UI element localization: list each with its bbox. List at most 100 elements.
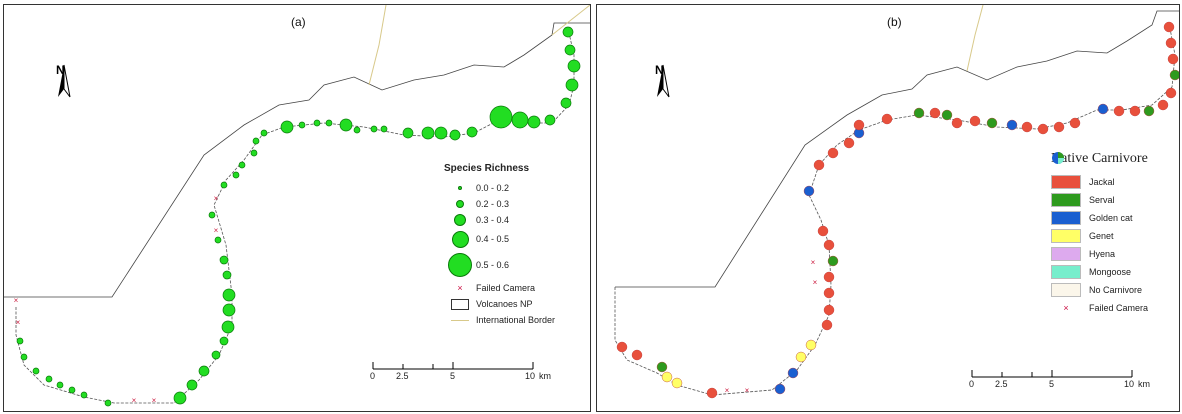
camera-site-dot [208,211,216,219]
carnivore-site-pie [787,367,799,379]
legend-label: Hyena [1089,249,1116,259]
camera-site-dot [339,118,353,132]
carnivore-site-pie [823,304,835,316]
richness-dots: × × × × × × [14,26,581,407]
failed-camera-marker: × [725,386,730,395]
north-arrow-a: N [56,63,71,98]
legend-label: Golden cat [1089,213,1133,223]
camera-site-dot [219,336,229,346]
camera-site-dot [232,171,240,179]
camera-site-dot [544,114,556,126]
legend-failed-camera: × Failed Camera [444,280,555,296]
failed-camera-marker: × [811,258,816,267]
legend-item: Mongoose [1051,263,1148,281]
legend-title-b: Native Carnivore [1051,151,1148,166]
north-arrow-b: N [655,63,670,98]
legend-swatch [1051,175,1081,189]
legend-item: Jackal [1051,173,1148,191]
carnivore-site-pie [929,107,941,119]
failed-camera-marker: × [813,278,818,287]
camera-site-dot [220,181,228,189]
legend-label: Genet [1089,231,1114,241]
carnivore-site-pie [1169,69,1179,81]
camera-site-dot [221,320,235,334]
carnivore-site-pie [1006,119,1018,131]
carnivore-site-pie [1113,105,1125,117]
carnivore-site-pie [986,117,998,129]
camera-site-dot [380,125,388,133]
carnivore-site-pie [671,377,683,389]
failed-camera-marker: × [132,396,137,405]
camera-site-dot [313,119,321,127]
legend-class-3: 0.3 - 0.4 [444,212,555,228]
legend-class-1: 0.0 - 0.2 [444,180,555,196]
carnivore-site-pie [941,109,953,121]
legend-class-2: 0.2 - 0.3 [444,196,555,212]
carnivore-site-pie [803,185,815,197]
carnivore-site-pie [1165,37,1177,49]
camera-site-dot [186,379,198,391]
park-boundary-upper [4,22,590,298]
carnivore-site-pie [1037,123,1049,135]
camera-site-dot [434,126,448,140]
legend-swatch [1051,193,1081,207]
carnivore-site-pie [823,239,835,251]
camera-site-dot [104,399,112,407]
legend-label: No Carnivore [1089,285,1143,295]
panel-label-a: (a) [291,15,306,29]
camera-site-dot [80,391,88,399]
carnivore-site-pie [827,255,839,267]
carnivore-site-pie [656,361,668,373]
legend-swatch [1051,283,1081,297]
carnivore-site-pie [813,159,825,171]
legend-item: No Carnivore [1051,281,1148,299]
camera-site-dot [252,137,260,145]
legend-item: Hyena [1051,245,1148,263]
carnivore-site-pie [1157,99,1169,111]
camera-site-dot [353,126,361,134]
camera-site-dot [68,386,76,394]
camera-site-dot [238,161,246,169]
camera-site-dot [198,365,210,377]
international-border [368,5,387,86]
camera-site-dot [222,288,236,302]
camera-site-dot [325,119,333,127]
legend-item: Golden cat [1051,209,1148,227]
failed-camera-marker: × [16,318,21,327]
carnivore-site-pie [1143,105,1155,117]
camera-site-dot [211,350,221,360]
international-border-east [551,5,590,36]
legend-item: Genet [1051,227,1148,245]
camera-site-dot [280,120,294,134]
camera-site-dot [567,59,581,73]
camera-site-dot [250,149,258,157]
carnivore-site-pie [969,115,981,127]
legend-label: Serval [1089,195,1115,205]
camera-site-dot [173,391,187,405]
park-boundary-upper-b [615,10,1179,288]
carnivore-site-pie [1163,21,1175,33]
carnivore-site-pie [913,107,925,119]
legend-items: Jackal Serval Golden cat Genet Hyena Mongoose… [1051,173,1148,299]
camera-site-dot [16,337,24,345]
camera-site-dot [32,367,40,375]
carnivore-site-pie [817,225,829,237]
carnivore-site-pie [951,117,963,129]
scale-bar-graphic-b [971,370,1133,378]
scale-bar-graphic [372,362,534,370]
camera-site-dot [45,375,53,383]
failed-camera-marker: × [214,194,219,203]
failed-camera-icon: × [457,283,463,293]
carnivore-site-pie [661,371,673,383]
carnivore-site-pie [774,383,786,395]
carnivore-site-pie [1129,105,1141,117]
carnivore-site-pie [1167,53,1179,65]
carnivore-site-pie [1165,87,1177,99]
carnivore-site-pie [631,349,643,361]
legend-species-richness: Species Richness 0.0 - 0.2 0.2 - 0.3 0.3… [444,163,555,328]
camera-site-dot [402,127,414,139]
camera-site-dot [511,111,529,129]
carnivore-site-pie [843,137,855,149]
legend-item: Serval [1051,191,1148,209]
camera-site-dot [370,125,378,133]
